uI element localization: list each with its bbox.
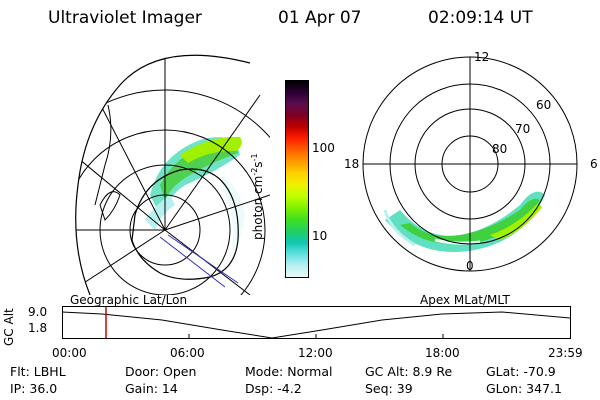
mlat-label-70: 70 (515, 122, 530, 136)
mlt-label-0: 0 (466, 259, 474, 273)
glon-readout: GLon: 347.1 (486, 381, 562, 396)
door-readout: Door: Open (125, 364, 197, 379)
mlt-label-12: 12 (474, 50, 489, 64)
gain-readout: Gain: 14 (125, 381, 178, 396)
dsp-readout: Dsp: -4.2 (245, 381, 302, 396)
mode-readout: Mode: Normal (245, 364, 333, 379)
mlat-label-60: 60 (536, 98, 551, 112)
colorbar-unit-label: photon cm-2s-1 (250, 153, 265, 240)
instrument-title: Ultraviolet Imager (48, 8, 202, 28)
timeline-y-axis-label: GC Alt (2, 308, 16, 346)
seq-readout: Seq: 39 (365, 381, 413, 396)
mlat-label-80: 80 (492, 142, 507, 156)
timeline-tick-0: 00:00 (52, 346, 87, 360)
colorbar-tick-100: 100 (312, 141, 335, 155)
geographic-auroral-image (75, 54, 270, 295)
filter-readout: Flt: LBHL (10, 364, 66, 379)
observation-time: 02:09:14 UT (428, 8, 533, 28)
geographic-caption: Geographic Lat/Lon (70, 293, 188, 307)
apex-polar-plot: 12 6 0 18 60 70 80 (344, 50, 598, 273)
timeline-y-top: 9.0 (28, 305, 48, 319)
intensity-colorbar (285, 80, 309, 278)
gc-alt-readout: GC Alt: 8.9 Re (365, 364, 453, 379)
timeline-tick-3: 18:00 (425, 346, 460, 360)
mlt-label-6: 6 (590, 157, 598, 171)
timeline-tick-4: 23:59 (548, 346, 583, 360)
timeline-tick-1: 06:00 (170, 346, 205, 360)
colorbar-tick-10: 10 (312, 229, 328, 243)
apex-caption: Apex MLat/MLT (420, 293, 510, 307)
ip-readout: IP: 36.0 (10, 381, 58, 396)
glat-readout: GLat: -70.9 (486, 364, 556, 379)
observation-date: 01 Apr 07 (278, 8, 362, 28)
timeline-y-bottom: 1.8 (28, 321, 48, 335)
altitude-timeline (62, 306, 571, 339)
timeline-tick-2: 12:00 (298, 346, 333, 360)
mlt-label-18: 18 (344, 157, 359, 171)
